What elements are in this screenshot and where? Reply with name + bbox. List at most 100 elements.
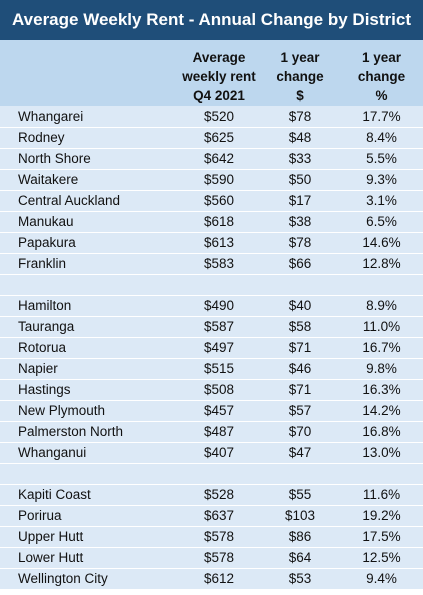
table-row: Whanganui $407 $47 13.0% bbox=[0, 442, 423, 464]
district-cell: Waitakere bbox=[0, 169, 178, 191]
rent-cell: $487 bbox=[178, 421, 260, 443]
district-cell: Palmerston North bbox=[0, 421, 178, 443]
change-dollars-cell: $86 bbox=[260, 526, 340, 548]
table-row: New Plymouth $457 $57 14.2% bbox=[0, 400, 423, 422]
change-dollars-cell: $33 bbox=[260, 148, 340, 170]
table-row: Upper Hutt $578 $86 17.5% bbox=[0, 526, 423, 548]
change-dollars-cell: $50 bbox=[260, 169, 340, 191]
district-cell: Franklin bbox=[0, 253, 178, 275]
change-dollars-cell: $55 bbox=[260, 484, 340, 506]
district-cell: Kapiti Coast bbox=[0, 484, 178, 506]
group-spacer-row bbox=[0, 274, 423, 296]
header-text: 1 year bbox=[280, 50, 320, 65]
change-percent-cell: 8.4% bbox=[340, 127, 423, 149]
rent-cell: $618 bbox=[178, 211, 260, 233]
header-average-weekly-rent: Average weekly rent Q4 2021 bbox=[178, 40, 260, 106]
change-percent-cell: 11.0% bbox=[340, 316, 423, 338]
rent-cell: $508 bbox=[178, 379, 260, 401]
change-percent-cell: 12.5% bbox=[340, 547, 423, 569]
change-percent-cell: 17.7% bbox=[340, 106, 423, 128]
spacer-cell bbox=[0, 274, 423, 296]
district-cell: Hastings bbox=[0, 379, 178, 401]
table-row: Hastings $508 $71 16.3% bbox=[0, 379, 423, 401]
rent-cell: $490 bbox=[178, 295, 260, 317]
change-percent-cell: 3.1% bbox=[340, 190, 423, 212]
header-text: change bbox=[276, 69, 324, 84]
change-percent-cell: 8.9% bbox=[340, 295, 423, 317]
change-dollars-cell: $64 bbox=[260, 547, 340, 569]
rent-cell: $578 bbox=[178, 547, 260, 569]
change-percent-cell: 14.6% bbox=[340, 232, 423, 254]
rent-cell: $625 bbox=[178, 127, 260, 149]
spacer-cell bbox=[0, 463, 423, 485]
district-cell: Central Auckland bbox=[0, 190, 178, 212]
group-spacer-row bbox=[0, 463, 423, 485]
change-percent-cell: 6.5% bbox=[340, 211, 423, 233]
header-text: 1 year bbox=[361, 50, 402, 65]
rent-cell: $515 bbox=[178, 358, 260, 380]
change-percent-cell: 9.3% bbox=[340, 169, 423, 191]
change-percent-cell: 9.4% bbox=[340, 568, 423, 590]
district-cell: Hamilton bbox=[0, 295, 178, 317]
rent-cell: $590 bbox=[178, 169, 260, 191]
change-dollars-cell: $78 bbox=[260, 232, 340, 254]
table-row: North Shore $642 $33 5.5% bbox=[0, 148, 423, 170]
district-cell: Wellington City bbox=[0, 568, 178, 590]
rent-table: Average weekly rent Q4 2021 1 year chang… bbox=[0, 40, 423, 590]
header-change-percent: 1 year change % bbox=[340, 40, 423, 106]
change-dollars-cell: $40 bbox=[260, 295, 340, 317]
district-cell: Rodney bbox=[0, 127, 178, 149]
header-text: Q4 2021 bbox=[193, 88, 245, 103]
table-title: Average Weekly Rent - Annual Change by D… bbox=[0, 0, 423, 40]
rent-cell: $497 bbox=[178, 337, 260, 359]
change-dollars-cell: $38 bbox=[260, 211, 340, 233]
table-row: Central Auckland $560 $17 3.1% bbox=[0, 190, 423, 212]
rent-cell: $520 bbox=[178, 106, 260, 128]
rent-cell: $528 bbox=[178, 484, 260, 506]
table-row: Whangarei $520 $78 17.7% bbox=[0, 106, 423, 128]
header-district bbox=[0, 40, 178, 106]
change-dollars-cell: $46 bbox=[260, 358, 340, 380]
table-row: Rodney $625 $48 8.4% bbox=[0, 127, 423, 149]
rent-cell: $578 bbox=[178, 526, 260, 548]
table-row: Porirua $637 $103 19.2% bbox=[0, 505, 423, 527]
change-percent-cell: 9.8% bbox=[340, 358, 423, 380]
change-percent-cell: 16.8% bbox=[340, 421, 423, 443]
change-percent-cell: 17.5% bbox=[340, 526, 423, 548]
table-row: Wellington City $612 $53 9.4% bbox=[0, 568, 423, 590]
header-text: Average bbox=[192, 50, 246, 65]
rent-cell: $612 bbox=[178, 568, 260, 590]
change-percent-cell: 16.3% bbox=[340, 379, 423, 401]
change-dollars-cell: $17 bbox=[260, 190, 340, 212]
district-cell: Tauranga bbox=[0, 316, 178, 338]
table-row: Napier $515 $46 9.8% bbox=[0, 358, 423, 380]
district-cell: Upper Hutt bbox=[0, 526, 178, 548]
change-percent-cell: 11.6% bbox=[340, 484, 423, 506]
table-row: Tauranga $587 $58 11.0% bbox=[0, 316, 423, 338]
table-row: Manukau $618 $38 6.5% bbox=[0, 211, 423, 233]
table-row: Palmerston North $487 $70 16.8% bbox=[0, 421, 423, 443]
district-cell: Whangarei bbox=[0, 106, 178, 128]
rent-cell: $560 bbox=[178, 190, 260, 212]
change-dollars-cell: $53 bbox=[260, 568, 340, 590]
change-percent-cell: 5.5% bbox=[340, 148, 423, 170]
rent-cell: $587 bbox=[178, 316, 260, 338]
change-dollars-cell: $48 bbox=[260, 127, 340, 149]
change-dollars-cell: $70 bbox=[260, 421, 340, 443]
table-row: Rotorua $497 $71 16.7% bbox=[0, 337, 423, 359]
change-dollars-cell: $57 bbox=[260, 400, 340, 422]
change-percent-cell: 19.2% bbox=[340, 505, 423, 527]
rent-cell: $642 bbox=[178, 148, 260, 170]
district-cell: Papakura bbox=[0, 232, 178, 254]
district-cell: Porirua bbox=[0, 505, 178, 527]
district-cell: Manukau bbox=[0, 211, 178, 233]
rent-cell: $583 bbox=[178, 253, 260, 275]
table-row: Lower Hutt $578 $64 12.5% bbox=[0, 547, 423, 569]
table-row: Franklin $583 $66 12.8% bbox=[0, 253, 423, 275]
table-row: Waitakere $590 $50 9.3% bbox=[0, 169, 423, 191]
table-body: Whangarei $520 $78 17.7% Rodney $625 $48 8.4% No… bbox=[0, 106, 423, 590]
district-cell: New Plymouth bbox=[0, 400, 178, 422]
table-row: Hamilton $490 $40 8.9% bbox=[0, 295, 423, 317]
change-percent-cell: 16.7% bbox=[340, 337, 423, 359]
